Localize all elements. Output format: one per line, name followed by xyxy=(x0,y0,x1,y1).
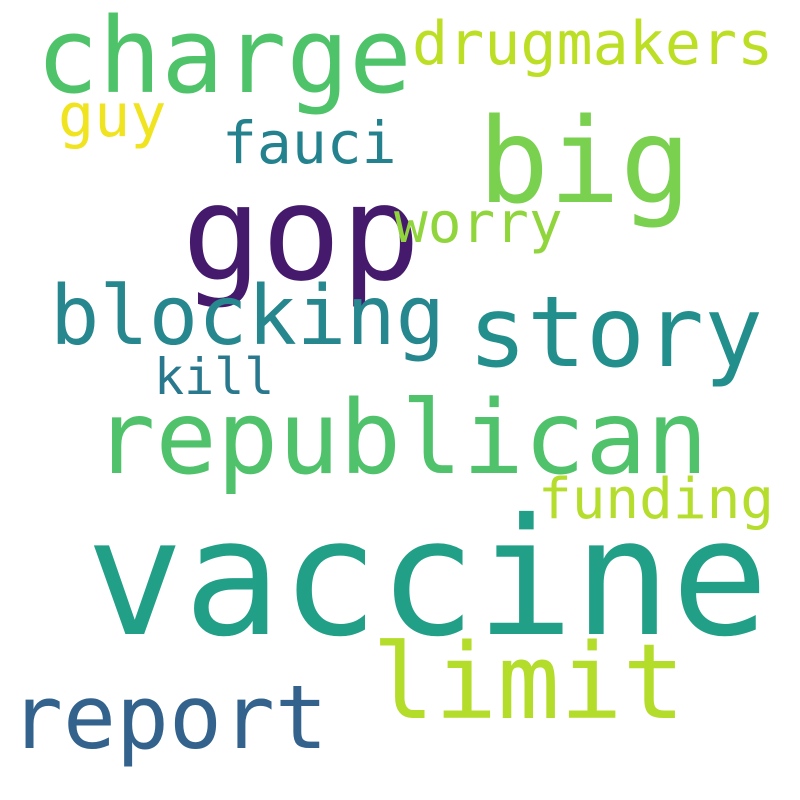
word-blocking: blocking xyxy=(50,269,445,364)
word-story: story xyxy=(468,276,764,390)
word-charge: charge xyxy=(36,0,412,117)
word-drugmakers: drugmakers xyxy=(412,9,774,79)
word-republican: republican xyxy=(94,379,709,498)
word-report: report xyxy=(10,666,328,769)
word-limit: limit xyxy=(372,621,686,743)
word-worry: worry xyxy=(394,191,563,256)
word-fauci: fauci xyxy=(222,109,397,177)
word-vaccine: vaccine xyxy=(86,485,769,673)
word-funding: funding xyxy=(538,467,775,532)
word-guy: guy xyxy=(58,81,167,151)
word-kill: kill xyxy=(154,348,275,406)
word-big: big xyxy=(478,92,692,230)
word-gop: gop xyxy=(182,157,421,311)
